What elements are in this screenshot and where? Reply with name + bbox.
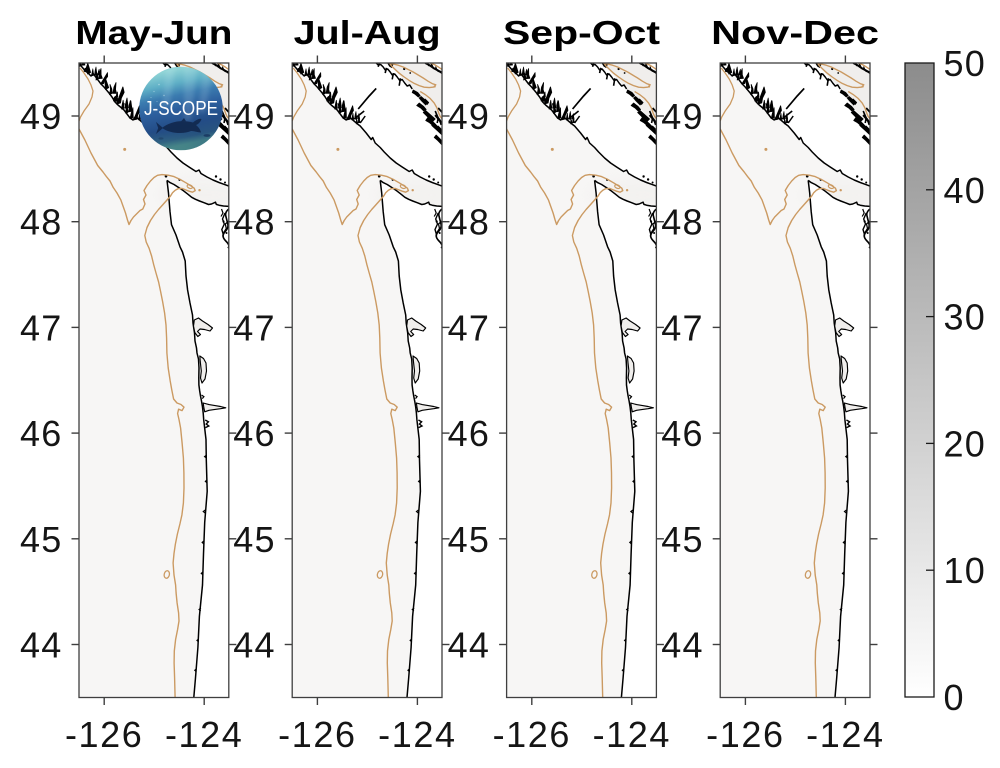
svg-text:49: 49: [448, 96, 490, 137]
svg-text:44: 44: [233, 625, 275, 666]
svg-text:Sep-Oct: Sep-Oct: [503, 14, 660, 51]
svg-text:46: 46: [233, 413, 275, 454]
svg-text:-126: -126: [493, 714, 571, 755]
svg-text:-126: -126: [278, 714, 356, 755]
svg-text:45: 45: [20, 519, 62, 560]
svg-text:40: 40: [944, 170, 986, 211]
svg-text:44: 44: [20, 625, 62, 666]
svg-text:44: 44: [448, 625, 490, 666]
svg-text:46: 46: [661, 413, 703, 454]
svg-text:45: 45: [661, 519, 703, 560]
svg-text:30: 30: [944, 297, 986, 338]
svg-text:-124: -124: [806, 714, 884, 755]
svg-text:45: 45: [448, 519, 490, 560]
svg-text:-124: -124: [378, 714, 456, 755]
svg-text:-124: -124: [165, 714, 243, 755]
svg-text:48: 48: [448, 202, 490, 243]
svg-text:44: 44: [661, 625, 703, 666]
svg-text:48: 48: [661, 202, 703, 243]
svg-text:49: 49: [20, 96, 62, 137]
svg-text:Nov-Dec: Nov-Dec: [711, 14, 879, 51]
svg-text:Jul-Aug: Jul-Aug: [294, 14, 441, 51]
svg-text:47: 47: [448, 307, 490, 348]
svg-text:20: 20: [944, 423, 986, 464]
svg-text:48: 48: [233, 202, 275, 243]
svg-text:-126: -126: [706, 714, 784, 755]
svg-text:46: 46: [20, 413, 62, 454]
svg-text:50: 50: [944, 43, 986, 84]
svg-text:48: 48: [20, 202, 62, 243]
svg-text:-124: -124: [593, 714, 671, 755]
svg-text:45: 45: [233, 519, 275, 560]
svg-text:May-Jun: May-Jun: [75, 14, 232, 51]
svg-text:47: 47: [20, 307, 62, 348]
svg-text:10: 10: [944, 550, 986, 591]
svg-text:47: 47: [233, 307, 275, 348]
svg-text:0: 0: [944, 677, 965, 718]
svg-text:-126: -126: [65, 714, 143, 755]
svg-text:J-SCOPE: J-SCOPE: [144, 97, 218, 120]
svg-text:47: 47: [661, 307, 703, 348]
svg-text:49: 49: [233, 96, 275, 137]
svg-text:46: 46: [448, 413, 490, 454]
svg-text:49: 49: [661, 96, 703, 137]
